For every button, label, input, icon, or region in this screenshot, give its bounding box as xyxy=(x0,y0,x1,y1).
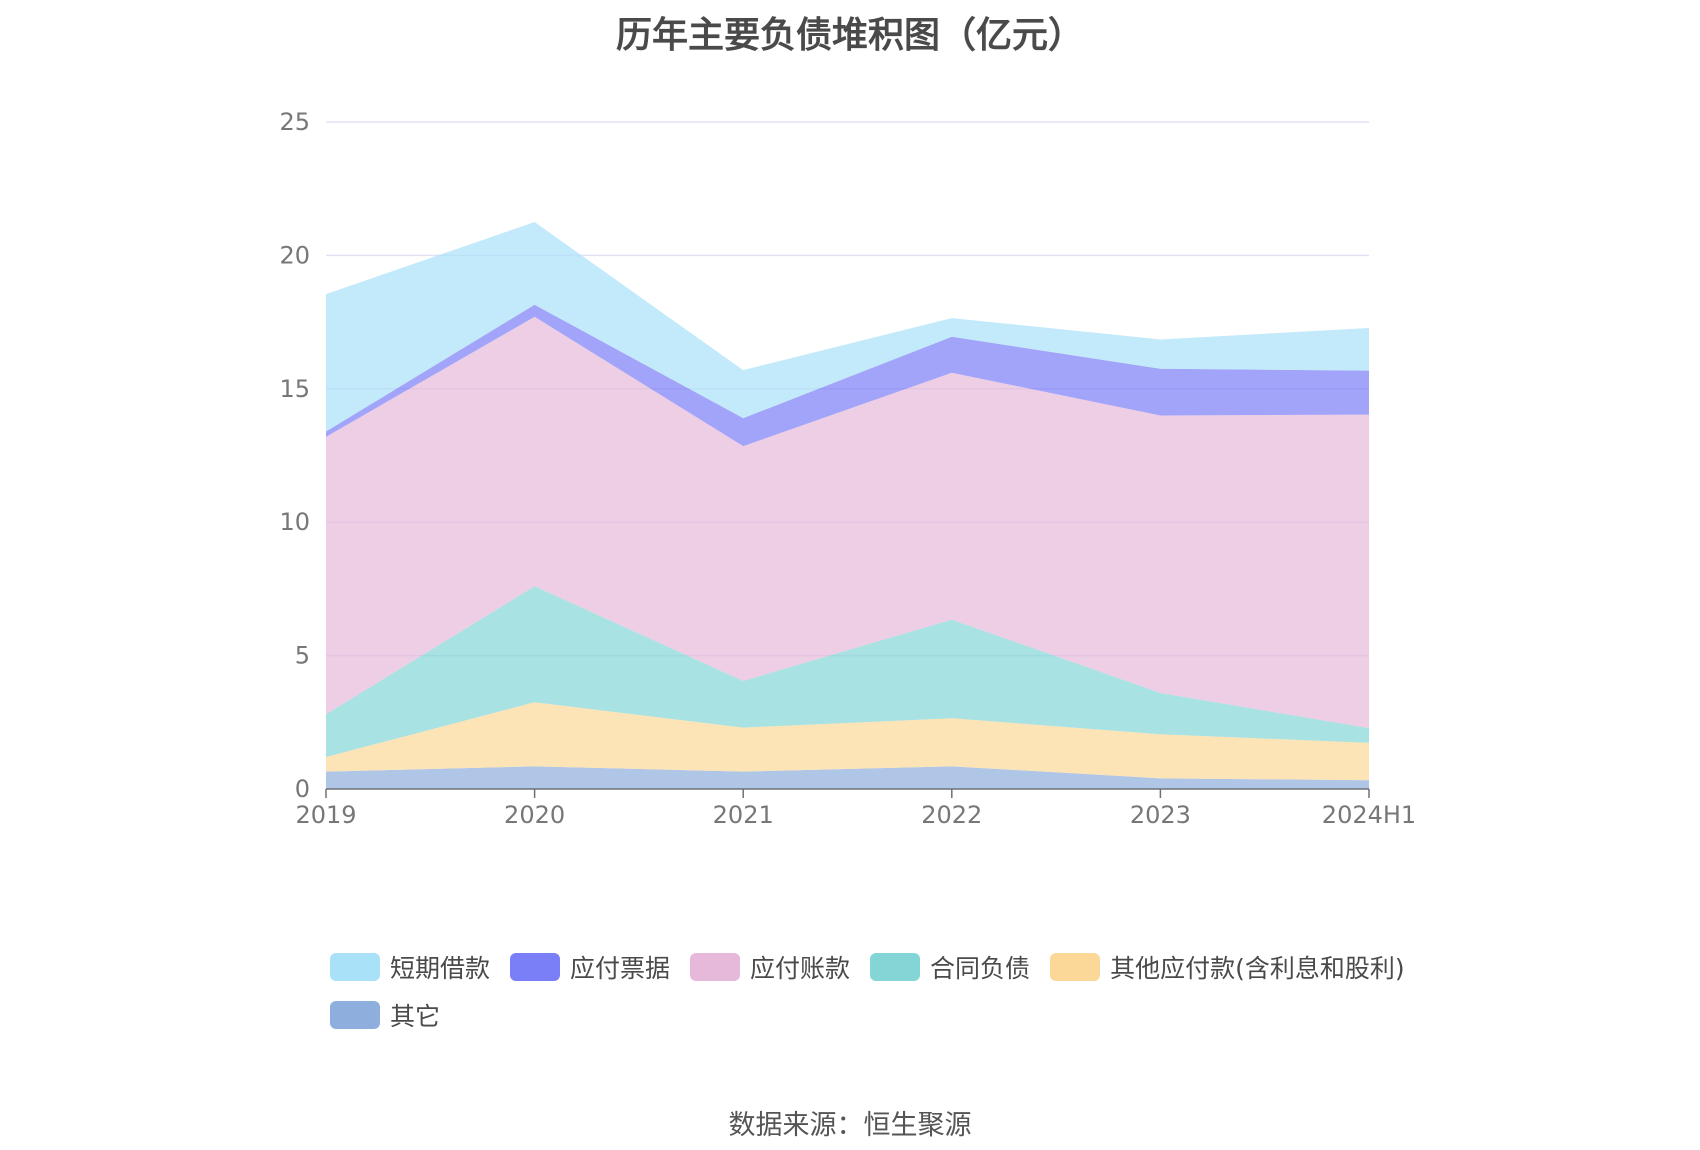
area-短期借款 xyxy=(326,222,1369,432)
area-应付票据 xyxy=(326,304,1369,447)
y-tick-label: 5 xyxy=(295,642,310,670)
legend-swatch xyxy=(1050,953,1101,981)
chart-title: 历年主要负债堆积图（亿元） xyxy=(615,15,1084,56)
area-其它 xyxy=(326,766,1369,789)
y-tick-label: 0 xyxy=(295,775,310,803)
y-tick-label: 25 xyxy=(279,108,310,136)
x-tick-label: 2019 xyxy=(295,801,356,829)
legend: 短期借款 应付票据 应付账款 合同负债 其他应付款(含利息和股利) 其它 xyxy=(330,950,1430,1032)
y-tick-label: 10 xyxy=(279,508,310,536)
legend-swatch xyxy=(330,953,380,981)
legend-item[interactable]: 短期借款 xyxy=(330,950,490,984)
legend-swatch xyxy=(330,1001,380,1029)
legend-label: 应付票据 xyxy=(570,954,671,983)
x-tick-label: 2020 xyxy=(504,801,565,829)
area-series xyxy=(326,222,1369,789)
legend-item[interactable]: 应付账款 xyxy=(690,950,850,984)
area-其他应付款(含利息和股利) xyxy=(326,702,1369,781)
legend-swatch xyxy=(870,953,921,981)
legend-swatch xyxy=(510,953,561,981)
legend-label: 应付账款 xyxy=(750,954,851,983)
area-合同负债 xyxy=(326,586,1369,757)
legend-label: 合同负债 xyxy=(930,954,1031,983)
legend-item[interactable]: 合同负债 xyxy=(870,950,1030,984)
legend-item[interactable]: 其它 xyxy=(330,998,440,1032)
legend-label: 短期借款 xyxy=(390,954,491,983)
y-tick-label: 20 xyxy=(279,241,310,269)
x-tick-label: 2022 xyxy=(921,801,982,829)
legend-item[interactable]: 应付票据 xyxy=(510,950,670,984)
legend-item[interactable]: 其他应付款(含利息和股利) xyxy=(1050,950,1405,984)
legend-label: 其它 xyxy=(390,1002,441,1031)
y-tick-label: 15 xyxy=(279,375,310,403)
x-tick-label: 2024H1 xyxy=(1322,801,1416,829)
x-tick-label: 2023 xyxy=(1130,801,1191,829)
axes: 0 5 10 15 20 25 2019 2020 2021 2022 2023 2024H1 xyxy=(279,108,1416,829)
source-note: 数据来源：恒生聚源 xyxy=(728,1110,972,1141)
area-应付账款 xyxy=(326,316,1369,729)
legend-swatch xyxy=(690,953,741,981)
legend-label: 其他应付款(含利息和股利) xyxy=(1110,954,1405,983)
x-tick-label: 2021 xyxy=(713,801,774,829)
